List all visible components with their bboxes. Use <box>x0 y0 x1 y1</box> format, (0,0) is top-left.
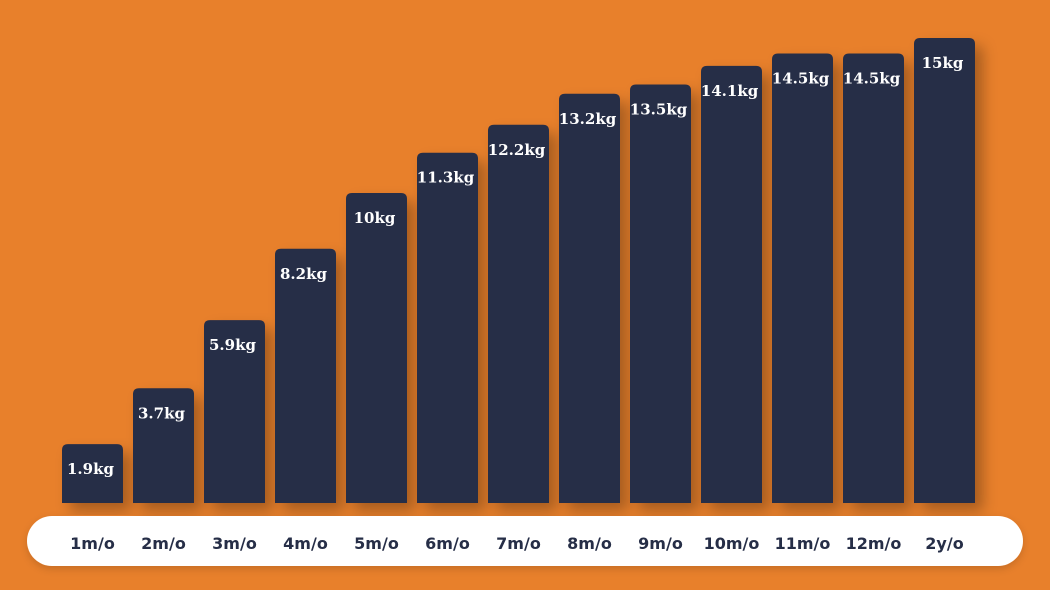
x-tick-label: 2m/o <box>141 534 186 553</box>
x-tick-label: 11m/o <box>775 534 831 553</box>
bar-2y/o <box>914 38 975 503</box>
bar-10m/o <box>701 65 762 504</box>
x-tick-label: 5m/o <box>354 534 399 553</box>
bar-1m/o <box>62 444 123 503</box>
bar-value-label: 15kg <box>922 54 964 72</box>
bar-value-label: 12.2kg <box>488 141 546 159</box>
x-tick-label: 1m/o <box>70 534 115 553</box>
x-tick-label: 6m/o <box>425 534 470 553</box>
bar-11m/o <box>772 53 833 503</box>
x-tick-label: 3m/o <box>212 534 257 553</box>
bar-value-label: 11.3kg <box>417 169 475 187</box>
bar-12m/o <box>843 53 904 503</box>
bar-value-label: 14.5kg <box>843 70 901 88</box>
bar-2m/o <box>133 388 194 503</box>
bar-7m/o <box>488 124 549 504</box>
bar-value-label: 13.2kg <box>559 110 617 128</box>
bar-3m/o <box>204 320 265 503</box>
bar-4m/o <box>275 248 336 503</box>
x-tick-label: 9m/o <box>638 534 683 553</box>
bar-value-label: 5.9kg <box>209 336 256 354</box>
x-axis-ticks: 1m/o 2m/o 3m/o 4m/o 5m/o 6m/o 7m/o 8m/o 9m/o 10m/… <box>70 534 964 553</box>
bar-5m/o <box>346 193 407 503</box>
bar-6m/o <box>417 152 478 503</box>
bar-8m/o <box>559 93 620 504</box>
bar-value-label: 8.2kg <box>280 265 327 283</box>
x-tick-label: 8m/o <box>567 534 612 553</box>
x-tick-label: 4m/o <box>283 534 328 553</box>
bar-value-label: 13.5kg <box>630 101 688 119</box>
x-tick-label: 7m/o <box>496 534 541 553</box>
x-tick-label: 12m/o <box>846 534 902 553</box>
bar-value-label: 14.1kg <box>701 82 759 100</box>
x-tick-label: 10m/o <box>704 534 760 553</box>
bar-value-label: 3.7kg <box>138 404 185 422</box>
bar-value-label: 14.5kg <box>772 70 830 88</box>
x-tick-label: 2y/o <box>925 534 963 553</box>
bar-value-label: 10kg <box>354 209 396 227</box>
bar-9m/o <box>630 84 691 503</box>
bars-layer: 1.9kg 3.7kg 5.9kg 8.2kg 10kg 11.3kg 12.2kg 13.2… <box>62 38 975 504</box>
x-axis-band <box>27 516 1023 566</box>
bar-value-label: 1.9kg <box>67 460 114 478</box>
